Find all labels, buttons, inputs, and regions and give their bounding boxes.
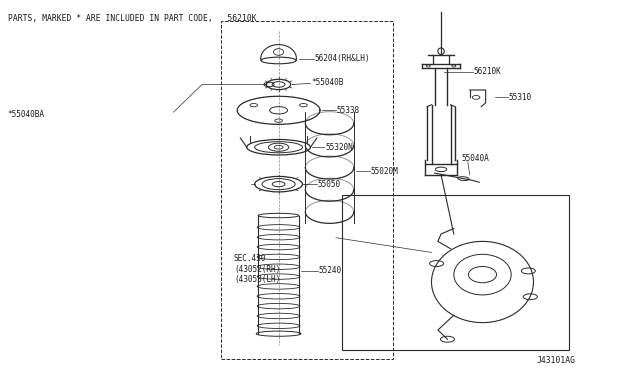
Text: 55310: 55310 bbox=[509, 93, 532, 102]
Text: 55240: 55240 bbox=[319, 266, 342, 275]
Text: *55040BA: *55040BA bbox=[8, 109, 45, 119]
Text: 56204(RH&LH): 56204(RH&LH) bbox=[314, 54, 370, 63]
Text: 55020M: 55020M bbox=[371, 167, 398, 176]
Text: *55040B: *55040B bbox=[311, 78, 344, 87]
Text: 55050: 55050 bbox=[317, 180, 340, 189]
Text: 55338: 55338 bbox=[337, 106, 360, 115]
Bar bbox=[342, 195, 568, 350]
Text: 55040A: 55040A bbox=[461, 154, 489, 163]
Text: 56210K: 56210K bbox=[474, 67, 501, 76]
Bar bbox=[221, 21, 394, 359]
Text: J43101AG: J43101AG bbox=[537, 356, 575, 365]
Text: 55320N: 55320N bbox=[325, 143, 353, 152]
Text: PARTS, MARKED * ARE INCLUDED IN PART CODE,   56210K: PARTS, MARKED * ARE INCLUDED IN PART COD… bbox=[8, 13, 257, 22]
Text: SEC.430
(43052(RH)
(43053(LH): SEC.430 (43052(RH) (43053(LH) bbox=[234, 254, 280, 284]
